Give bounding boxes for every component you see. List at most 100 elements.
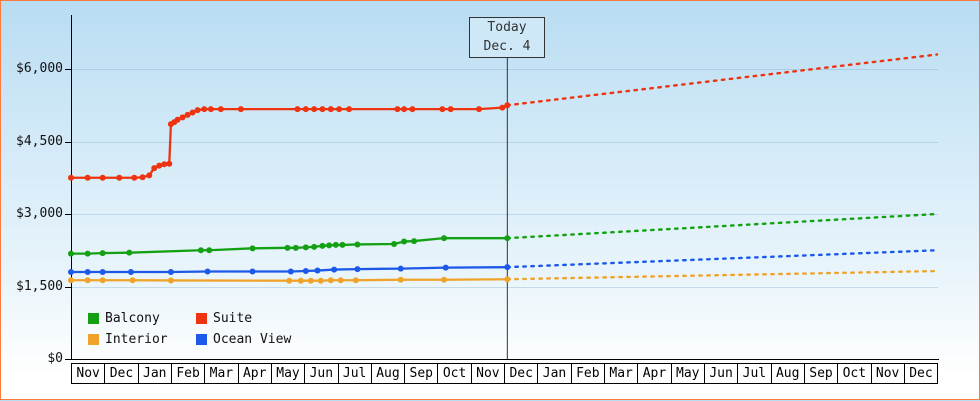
data-point-suite (302, 106, 309, 113)
series-forecast-suite (506, 53, 939, 107)
data-point-balcony (292, 244, 299, 251)
data-point-suite (151, 165, 158, 172)
x-axis-month-label: May (670, 363, 705, 384)
y-axis-label: $4,500 (16, 133, 63, 149)
x-axis-month-label: Jun (703, 363, 739, 384)
data-point-ocean-view (504, 264, 511, 271)
data-point-balcony (126, 249, 133, 256)
legend-swatch-icon (88, 313, 99, 324)
data-point-suite (146, 172, 153, 179)
y-axis-tick (65, 141, 71, 143)
series-forecast-interior (506, 269, 939, 281)
data-point-ocean-view (287, 268, 294, 275)
y-axis-label: $1,500 (16, 278, 63, 294)
legend-item-balcony: Balcony (88, 311, 196, 326)
data-point-ocean-view (167, 269, 174, 275)
data-point-balcony (84, 250, 91, 257)
data-point-balcony (284, 244, 291, 251)
legend-swatch-icon (196, 334, 207, 345)
data-point-interior (317, 277, 324, 284)
x-axis-line (71, 359, 939, 360)
x-axis-month-label: Dec (104, 363, 139, 384)
data-point-interior (99, 277, 106, 284)
series-forecast-balcony (506, 212, 939, 240)
gridline (72, 286, 938, 288)
data-point-suite (394, 106, 401, 113)
legend-label: Suite (213, 311, 253, 326)
data-point-suite (201, 106, 208, 113)
data-point-suite (84, 174, 91, 181)
x-axis-month-label: Jan (537, 363, 572, 384)
data-point-interior (397, 276, 404, 283)
data-point-balcony (311, 243, 318, 250)
data-point-balcony (206, 247, 213, 254)
y-axis-tick (65, 214, 71, 215)
data-point-suite (499, 104, 506, 111)
data-point-balcony (197, 247, 204, 254)
data-point-ocean-view (68, 269, 74, 275)
series-forecast-ocean-view (506, 249, 939, 269)
x-axis-month-label: Jun (304, 363, 339, 384)
data-point-suite (189, 109, 196, 116)
data-point-balcony (249, 245, 256, 252)
data-point-ocean-view (331, 266, 338, 273)
data-point-suite (166, 160, 173, 167)
x-axis-month-label: Nov (71, 363, 106, 384)
data-point-ocean-view (99, 269, 106, 275)
x-axis-months: Nov Dec Jan Feb Mar Apr May Jun Jul Aug Sep Oct Nov D… (71, 363, 939, 384)
legend: Balcony Suite Interior Ocean View (88, 311, 291, 347)
x-axis-month-label: May (270, 363, 306, 384)
data-point-balcony (411, 238, 418, 245)
data-point-ocean-view (249, 268, 256, 275)
data-point-balcony (339, 241, 346, 248)
today-label: Today (487, 19, 527, 35)
data-point-suite (131, 174, 138, 181)
data-point-suite (439, 106, 446, 113)
data-point-interior (441, 276, 448, 283)
data-point-balcony (354, 241, 361, 248)
data-point-balcony (319, 242, 326, 249)
data-point-interior (167, 277, 174, 284)
x-axis-month-label: Jul (337, 363, 372, 384)
data-point-ocean-view (204, 268, 211, 275)
x-axis-month-label: Oct (437, 363, 472, 384)
data-point-suite (447, 106, 454, 113)
data-point-balcony (68, 250, 74, 257)
x-axis-month-label: Apr (637, 363, 672, 384)
x-axis-month-label: Mar (204, 363, 239, 384)
x-axis-month-label: Dec (903, 363, 939, 384)
legend-item-interior: Interior (88, 332, 196, 347)
data-point-suite (237, 106, 244, 113)
data-point-suite (217, 106, 224, 113)
y-axis-line (71, 15, 72, 360)
data-point-ocean-view (302, 268, 309, 275)
legend-label: Balcony (105, 311, 160, 326)
data-point-interior (307, 277, 314, 284)
x-axis-month-label: Mar (604, 363, 639, 384)
y-axis-tick (65, 359, 71, 360)
data-point-balcony (401, 238, 408, 245)
x-axis-month-label: Jul (737, 363, 772, 384)
x-axis-month-label: Dec (504, 363, 539, 384)
data-point-ocean-view (314, 267, 321, 274)
y-axis-label: $3,000 (16, 206, 63, 221)
gridline (72, 141, 938, 143)
data-point-balcony (326, 242, 333, 249)
data-point-suite (68, 174, 74, 181)
y-axis-tick (65, 69, 71, 70)
data-point-interior (84, 277, 91, 284)
data-point-interior (68, 277, 74, 284)
data-point-suite (327, 106, 334, 113)
data-point-suite (194, 107, 201, 114)
data-point-balcony (332, 241, 339, 248)
x-axis-month-label: Feb (570, 363, 605, 384)
series-line-suite (71, 104, 508, 179)
x-axis-month-label: Oct (837, 363, 872, 384)
gridline (72, 214, 938, 215)
x-axis-month-label: Nov (470, 363, 506, 384)
data-point-suite (319, 106, 326, 113)
x-axis-month-label: Apr (237, 363, 272, 384)
data-point-suite (476, 106, 483, 113)
legend-swatch-icon (88, 334, 99, 345)
data-point-suite (311, 106, 318, 113)
